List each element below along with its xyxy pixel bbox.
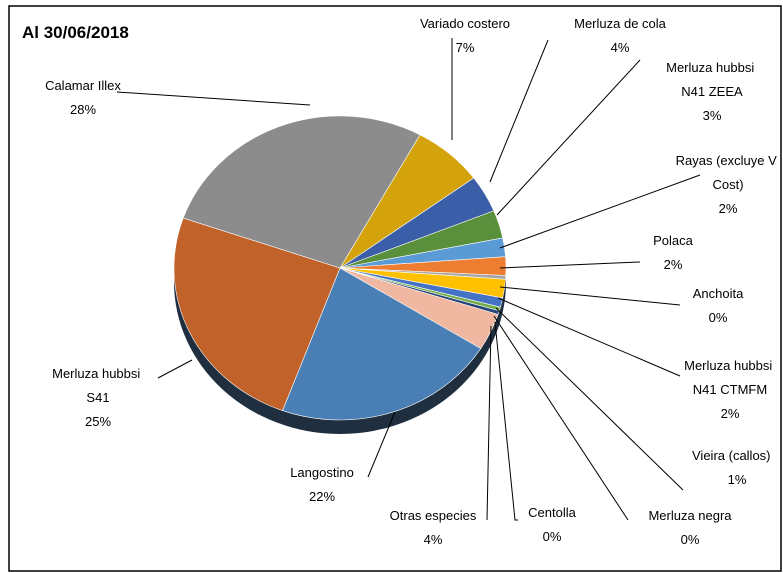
value-label: 2% xyxy=(721,406,740,421)
slice-label: Vieira (callos) xyxy=(692,448,771,463)
slice-label: Anchoita xyxy=(693,286,744,301)
value-label: 4% xyxy=(424,532,443,547)
slice-label: Variado costero xyxy=(420,16,510,31)
value-label: 25% xyxy=(85,414,111,429)
leader-line xyxy=(499,286,681,306)
label-line: S41 xyxy=(86,390,109,405)
slice-label: Merluza hubbsi N41 ZEEA xyxy=(666,60,758,99)
label-line: N41 ZEEA xyxy=(681,84,743,99)
slice-label: Merluza hubbsi N41 CTMFM xyxy=(684,358,776,397)
chart-title: Al 30/06/2018 xyxy=(22,23,129,42)
value-label: 0% xyxy=(681,532,700,547)
pie-slice xyxy=(182,115,421,269)
value-label: 3% xyxy=(703,108,722,123)
leader-line xyxy=(116,91,311,106)
value-label: 1% xyxy=(728,472,747,487)
leader-line xyxy=(367,411,396,478)
leader-line xyxy=(497,297,681,377)
leader-line xyxy=(494,321,518,521)
slice-label: Merluza negra xyxy=(648,508,732,523)
value-label: 0% xyxy=(709,310,728,325)
label-line: Rayas (excluye V xyxy=(676,153,781,168)
pie-slice xyxy=(173,217,341,411)
label-line: Merluza hubbsi xyxy=(666,60,758,75)
leader-line xyxy=(496,59,641,216)
slice-label: Rayas (excluye V Cost) xyxy=(676,153,781,192)
value-label: 22% xyxy=(309,489,335,504)
leader-line xyxy=(489,39,549,183)
leader-line xyxy=(499,174,701,249)
value-label: 7% xyxy=(456,40,475,55)
slice-label: Merluza hubbsi S41 xyxy=(52,366,144,405)
slice-label: Centolla xyxy=(528,505,576,520)
label-line: Merluza hubbsi xyxy=(52,366,144,381)
value-label: 4% xyxy=(611,40,630,55)
leader-line xyxy=(493,315,629,521)
pie-slice xyxy=(282,267,482,421)
slice-label: Calamar Illex xyxy=(45,78,121,93)
label-line: N41 CTMFM xyxy=(693,382,767,397)
slice-label: Merluza de cola xyxy=(574,16,667,31)
leader-line xyxy=(495,307,684,491)
leader-line xyxy=(157,359,193,379)
leader-line xyxy=(499,261,641,269)
label-line: Cost) xyxy=(712,177,743,192)
leader-line xyxy=(486,325,492,521)
value-label: 28% xyxy=(70,102,96,117)
slice-label: Otras especies xyxy=(390,508,477,523)
value-label: 2% xyxy=(664,257,683,272)
value-label: 0% xyxy=(543,529,562,544)
value-label: 2% xyxy=(719,201,738,216)
label-line: Merluza hubbsi xyxy=(684,358,776,373)
slice-label: Polaca xyxy=(653,233,694,248)
slice-label: Langostino xyxy=(290,465,354,480)
